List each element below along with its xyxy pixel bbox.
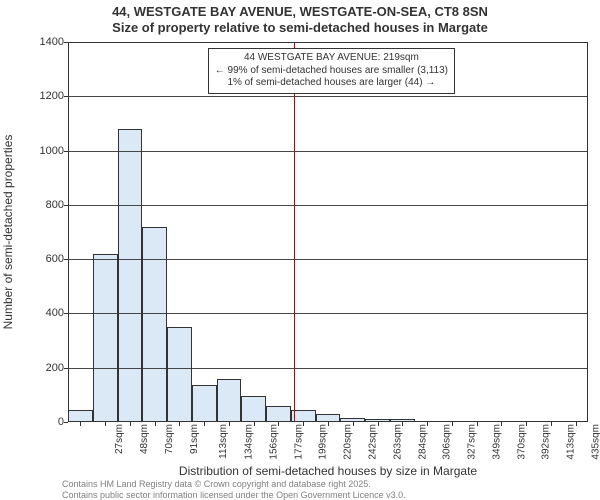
x-tick-mark <box>130 422 131 426</box>
x-tick-label: 27sqm <box>114 424 125 454</box>
annotation-line-2: ← 99% of semi-detached houses are smalle… <box>215 65 448 78</box>
x-tick-label: 242sqm <box>368 424 379 460</box>
x-tick-label: 263sqm <box>392 424 403 460</box>
y-tick-mark <box>64 368 68 369</box>
title-line-1: 44, WESTGATE BAY AVENUE, WESTGATE-ON-SEA… <box>0 4 600 20</box>
plot-border <box>68 42 588 422</box>
x-tick-mark <box>105 422 106 426</box>
annotation-line-3: 1% of semi-detached houses are larger (4… <box>215 77 448 90</box>
y-tick-label: 200 <box>4 362 64 374</box>
y-tick-label: 600 <box>4 253 64 265</box>
y-tick-label: 0 <box>4 416 64 428</box>
footer-line-1: Contains HM Land Registry data © Crown c… <box>62 479 406 489</box>
y-tick-mark <box>64 96 68 97</box>
x-tick-mark <box>278 422 279 426</box>
x-tick-label: 284sqm <box>417 424 428 460</box>
x-tick-mark <box>501 422 502 426</box>
y-tick-label: 1000 <box>4 145 64 157</box>
x-tick-label: 327sqm <box>467 424 478 460</box>
chart-title: 44, WESTGATE BAY AVENUE, WESTGATE-ON-SEA… <box>0 4 600 37</box>
x-tick-mark <box>179 422 180 426</box>
x-tick-label: 91sqm <box>189 424 200 454</box>
y-tick-label: 1400 <box>4 36 64 48</box>
x-tick-label: 349sqm <box>491 424 502 460</box>
x-tick-mark <box>229 422 230 426</box>
x-tick-label: 177sqm <box>293 424 304 460</box>
y-tick-label: 800 <box>4 199 64 211</box>
x-tick-label: 199sqm <box>318 424 329 460</box>
x-tick-mark <box>328 422 329 426</box>
y-tick-mark <box>64 205 68 206</box>
x-tick-label: 370sqm <box>516 424 527 460</box>
x-tick-mark <box>254 422 255 426</box>
annotation-line-1: 44 WESTGATE BAY AVENUE: 219sqm <box>215 52 448 65</box>
y-tick-mark <box>64 42 68 43</box>
x-tick-mark <box>526 422 527 426</box>
x-tick-mark <box>303 422 304 426</box>
footer-attribution: Contains HM Land Registry data © Crown c… <box>62 479 406 500</box>
x-axis-title: Distribution of semi-detached houses by … <box>68 464 588 478</box>
x-tick-label: 306sqm <box>442 424 453 460</box>
x-tick-mark <box>204 422 205 426</box>
plot-area: 44 WESTGATE BAY AVENUE: 219sqm ← 99% of … <box>68 42 588 422</box>
y-tick-label: 1200 <box>4 90 64 102</box>
x-tick-mark <box>551 422 552 426</box>
x-tick-mark <box>477 422 478 426</box>
x-tick-mark <box>427 422 428 426</box>
x-tick-mark <box>402 422 403 426</box>
x-tick-mark <box>353 422 354 426</box>
x-tick-mark <box>378 422 379 426</box>
x-tick-mark <box>452 422 453 426</box>
x-tick-label: 48sqm <box>139 424 150 454</box>
x-tick-label: 113sqm <box>218 424 229 459</box>
x-tick-label: 156sqm <box>269 424 280 460</box>
x-tick-label: 392sqm <box>541 424 552 460</box>
x-tick-mark <box>155 422 156 426</box>
x-tick-label: 435sqm <box>590 424 600 460</box>
footer-line-2: Contains public sector information licen… <box>62 490 406 500</box>
x-tick-label: 70sqm <box>164 424 175 454</box>
title-line-2: Size of property relative to semi-detach… <box>0 20 600 36</box>
annotation-box: 44 WESTGATE BAY AVENUE: 219sqm ← 99% of … <box>208 48 455 94</box>
y-tick-mark <box>64 313 68 314</box>
y-axis-title: Number of semi-detached properties <box>1 135 15 330</box>
y-tick-mark <box>64 422 68 423</box>
x-tick-label: 134sqm <box>244 424 255 460</box>
y-tick-mark <box>64 259 68 260</box>
x-tick-label: 220sqm <box>343 424 354 460</box>
y-tick-mark <box>64 151 68 152</box>
chart-frame: 44, WESTGATE BAY AVENUE, WESTGATE-ON-SEA… <box>0 0 600 500</box>
x-tick-mark <box>576 422 577 426</box>
x-tick-mark <box>80 422 81 426</box>
y-tick-label: 400 <box>4 307 64 319</box>
x-tick-label: 413sqm <box>566 424 577 460</box>
